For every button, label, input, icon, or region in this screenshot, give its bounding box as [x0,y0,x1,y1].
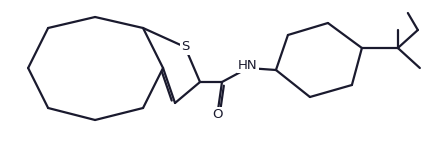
Text: HN: HN [238,58,258,72]
Text: O: O [213,109,223,122]
Text: S: S [181,40,189,53]
